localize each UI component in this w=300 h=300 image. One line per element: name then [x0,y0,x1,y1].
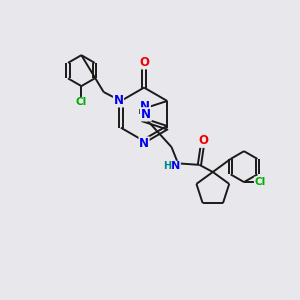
Text: N: N [171,161,180,171]
Text: N: N [140,100,150,113]
Text: O: O [198,134,208,147]
Text: Cl: Cl [76,98,87,107]
Text: N: N [141,108,151,121]
Text: O: O [139,56,149,69]
Text: N: N [113,94,124,107]
Text: N: N [139,137,149,150]
Text: Cl: Cl [254,177,266,187]
Text: H: H [164,161,172,171]
